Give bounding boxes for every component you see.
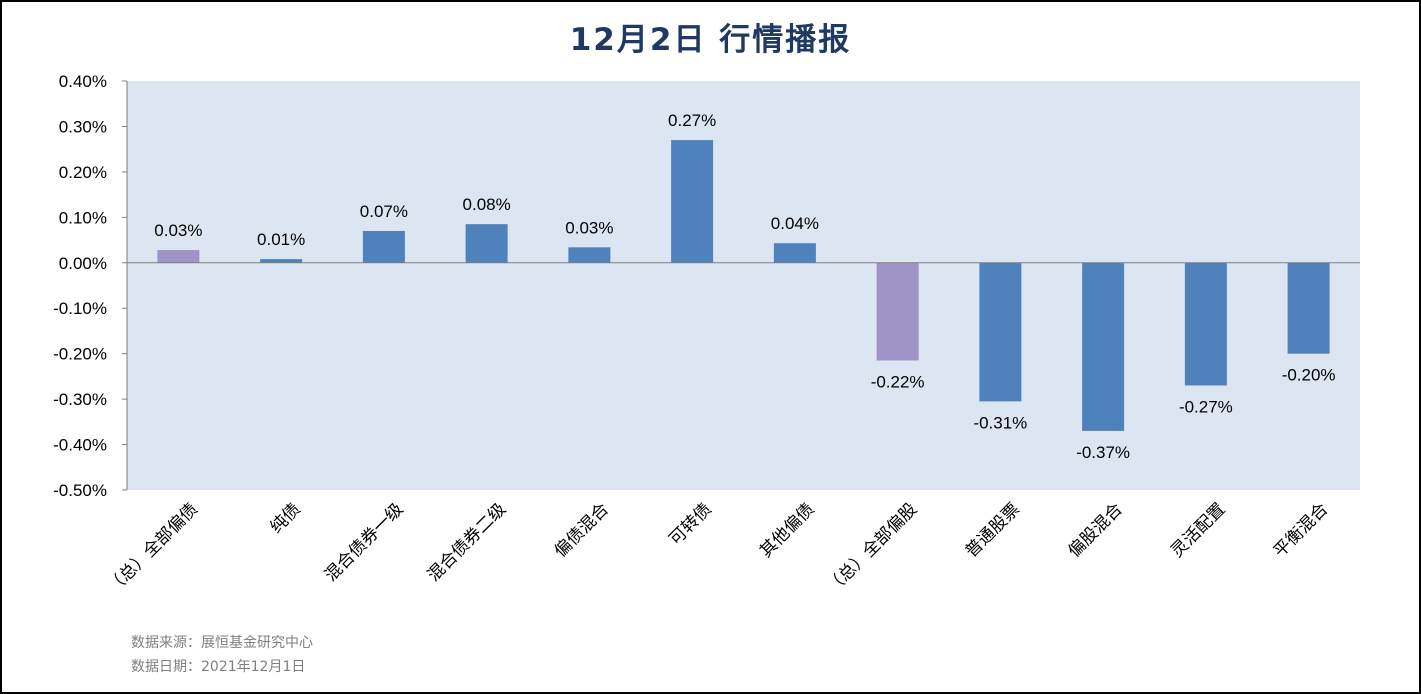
source-note: 数据来源：展恒基金研究中心 bbox=[131, 635, 313, 651]
data-label: -0.20% bbox=[1282, 366, 1336, 385]
y-tick-label: 0.40% bbox=[59, 72, 107, 91]
y-tick-label: 0.20% bbox=[59, 163, 107, 182]
data-label: 0.08% bbox=[463, 195, 511, 214]
y-tick-label: -0.30% bbox=[53, 390, 107, 409]
x-tick-label: 纯债 bbox=[266, 499, 304, 537]
bars bbox=[157, 140, 1330, 431]
y-tick-label: -0.10% bbox=[53, 299, 107, 318]
bar bbox=[671, 140, 714, 263]
x-tick-label: 混合债券二级 bbox=[424, 499, 510, 585]
bar bbox=[1287, 262, 1330, 354]
x-tick-label: 混合债券一级 bbox=[321, 499, 407, 585]
x-tick-label: （总）全部偏债 bbox=[104, 499, 202, 597]
data-labels: 0.03% 0.01% 0.07% 0.08% 0.03% 0.27% 0.04% -0.22… bbox=[154, 111, 1335, 462]
bar bbox=[157, 250, 200, 263]
y-tick-label: 0.30% bbox=[59, 117, 107, 136]
bar bbox=[260, 259, 303, 263]
x-tick-label: 平衡混合 bbox=[1270, 499, 1332, 561]
bar bbox=[1082, 262, 1125, 431]
bar bbox=[979, 262, 1022, 402]
y-tick-label: 0.00% bbox=[59, 254, 107, 273]
y-tick-label: -0.20% bbox=[53, 345, 107, 364]
chart-title: 12月2日 行情播报 bbox=[569, 22, 852, 58]
data-label: 0.01% bbox=[257, 230, 305, 249]
data-label: -0.37% bbox=[1076, 443, 1130, 462]
data-label: 0.07% bbox=[360, 202, 408, 221]
y-tick-label: 0.10% bbox=[59, 208, 107, 227]
bar bbox=[1184, 262, 1227, 386]
x-tick-label: 普通股票 bbox=[962, 499, 1024, 561]
y-tick-label: -0.40% bbox=[53, 436, 107, 455]
date-note: 数据日期：2021年12月1日 bbox=[131, 659, 306, 675]
x-tick-label: 偏股混合 bbox=[1064, 499, 1126, 561]
data-label: 0.27% bbox=[668, 111, 716, 130]
bar bbox=[876, 262, 919, 361]
x-axis-labels: （总）全部偏债 纯债 混合债券一级 混合债券二级 偏债混合 可转债 其他偏债 （总）全部偏股普… bbox=[104, 499, 1333, 597]
data-label: -0.31% bbox=[973, 413, 1027, 432]
x-tick-label: 可转债 bbox=[665, 499, 715, 549]
data-label: 0.03% bbox=[565, 218, 613, 237]
x-tick-label: 偏债混合 bbox=[551, 499, 613, 561]
y-axis: 0.40% 0.30% 0.20% 0.10% 0.00% -0.10% -0.20% -0.… bbox=[53, 72, 128, 500]
data-label: 0.03% bbox=[154, 221, 202, 240]
data-label: 0.04% bbox=[771, 214, 819, 233]
bar bbox=[568, 247, 611, 263]
data-label: -0.22% bbox=[871, 372, 925, 391]
plot-area bbox=[127, 81, 1360, 490]
bar bbox=[773, 243, 816, 263]
x-tick-label: （总）全部偏股 bbox=[823, 499, 921, 597]
bar bbox=[362, 230, 405, 263]
y-tick-label: -0.50% bbox=[53, 481, 107, 500]
x-tick-label: 其他偏债 bbox=[756, 499, 818, 561]
data-label: -0.27% bbox=[1179, 397, 1233, 416]
x-tick-label: 灵活配置 bbox=[1167, 499, 1229, 561]
bar bbox=[465, 224, 508, 263]
